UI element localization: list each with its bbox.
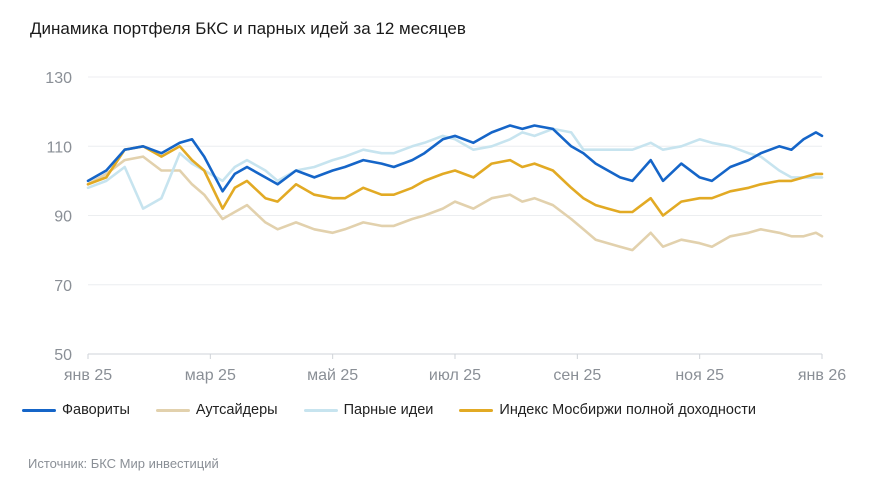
x-tick-label: мар 25 xyxy=(185,367,236,384)
legend-label: Парные идеи xyxy=(343,402,434,418)
x-tick-label: ноя 25 xyxy=(675,367,724,384)
legend-item-3: Парные идеи xyxy=(303,402,434,418)
legend-swatch xyxy=(155,408,190,412)
legend-swatch xyxy=(22,408,56,412)
x-tick-label: сен 25 xyxy=(553,367,601,384)
x-tick-label: май 25 xyxy=(307,367,358,384)
legend-label: Аутсайдеры xyxy=(195,402,278,418)
legend: Фавориты Аутсайдеры Парные идеи Индекс Мосб… xyxy=(22,402,782,418)
legend-swatch xyxy=(303,408,338,412)
legend-label: Индекс Мосбиржи полной доходности xyxy=(499,402,756,418)
x-tick-label: июл 25 xyxy=(429,367,481,384)
series-line-4 xyxy=(86,145,824,217)
x-ticks: янв 25 мар 25 май 25 июл 25 сен 25 ноя 25 янв … xyxy=(64,354,846,384)
series-line-1 xyxy=(86,124,824,193)
y-tick-label: 50 xyxy=(54,347,72,364)
source-note: Источник: БКС Мир инвестиций xyxy=(28,456,219,471)
legend-item-4: Индекс Мосбиржи полной доходности xyxy=(459,402,756,418)
grid xyxy=(88,76,822,355)
y-tick-label: 90 xyxy=(54,209,72,226)
series-lines xyxy=(86,124,824,252)
legend-label: Фавориты xyxy=(62,402,130,418)
y-tick-label: 130 xyxy=(45,70,72,87)
series-line-2 xyxy=(86,155,824,252)
legend-swatch xyxy=(459,408,494,412)
y-tick-label: 110 xyxy=(46,139,72,156)
legend-item-2: Аутсайдеры xyxy=(155,402,278,418)
x-tick-label: янв 26 xyxy=(798,367,846,384)
y-tick-label: 70 xyxy=(54,278,72,295)
legend-item-1: Фавориты xyxy=(22,402,130,418)
chart-title: Динамика портфеля БКС и парных идей за 1… xyxy=(30,19,466,38)
y-ticks: 50 70 90 110 130 xyxy=(45,70,72,364)
series-line-3 xyxy=(86,127,824,210)
x-tick-label: янв 25 xyxy=(64,367,112,384)
